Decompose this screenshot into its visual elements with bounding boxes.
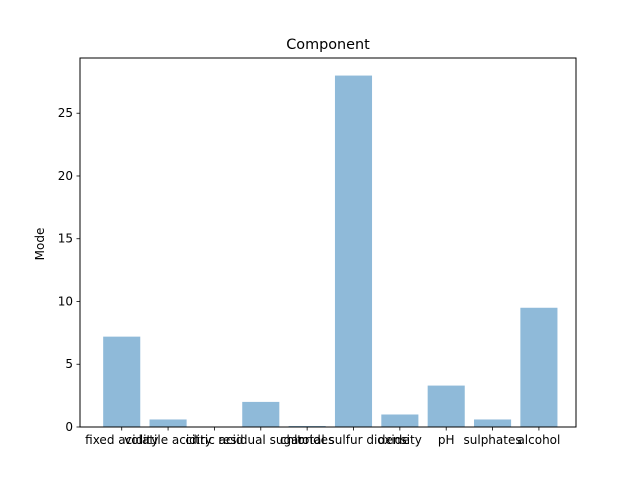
y-tick-label: 20 [58,169,73,183]
bars-group [103,75,558,428]
bar-8 [474,419,512,427]
bar-3 [242,401,280,427]
bar-0 [103,336,141,427]
x-tick-label: pH [438,433,455,447]
bar-4 [288,425,326,427]
x-tick-label: total sulfur dioxide [297,433,409,447]
x-tick-label: sulphates [464,433,522,447]
y-tick-label: 0 [65,420,73,434]
x-tick-label: density [378,433,422,447]
y-axis-label: Mode [33,228,47,261]
x-tick-label: alcohol [517,433,560,447]
y-tick-label: 15 [58,232,73,246]
x-tick-label: citric acid [185,433,243,447]
y-tick-label: 5 [65,357,73,371]
bar-5 [334,75,373,428]
x-tick-label: fixed acidity [85,433,158,447]
x-tick-label: residual sugar [218,433,303,447]
x-tick-label: chlorides [280,433,334,447]
chart-title: Component [286,37,370,53]
y-tick-label: 10 [58,294,73,308]
y-ticks-group: 0 5 10 15 20 25 [58,106,80,434]
plot-frame [79,57,577,428]
bar-9 [520,307,558,427]
bar-1 [149,419,187,427]
bar-7 [427,385,465,427]
y-tick-label: 25 [58,106,73,120]
bar-6 [381,414,419,427]
x-tick-label: volatile acidity [124,433,212,447]
